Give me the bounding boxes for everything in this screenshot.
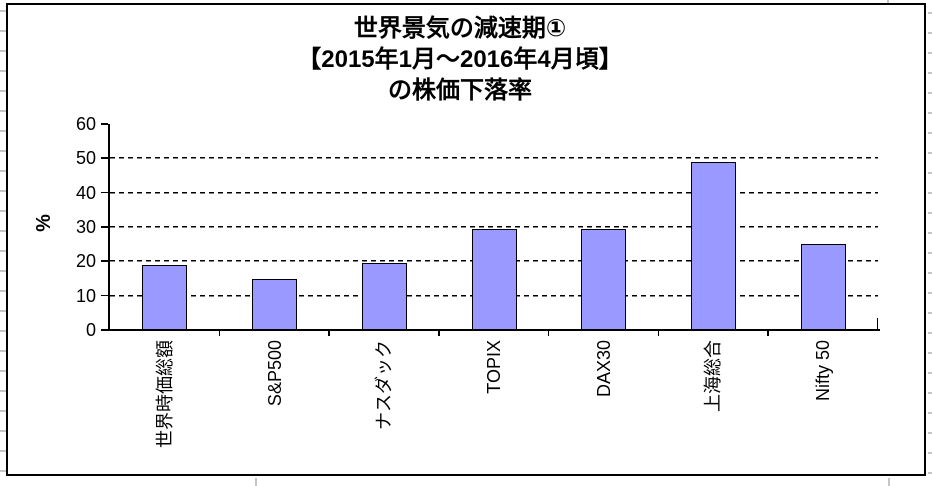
- worksheet-row-stub-right: [927, 172, 932, 174]
- worksheet-row-stub-left: [0, 130, 6, 132]
- bar-7[interactable]: [800, 244, 846, 330]
- worksheet-row-stub-right: [927, 472, 932, 474]
- worksheet-row-stub-right: [927, 372, 932, 374]
- worksheet-row-stub-left: [0, 270, 6, 272]
- worksheet-row-stub-right: [927, 52, 932, 54]
- x-axis-label-5: DAX30: [593, 340, 614, 398]
- x-axis-line: [108, 329, 880, 331]
- worksheet-row-stub-right: [927, 412, 932, 414]
- x-tick-6: [767, 330, 769, 336]
- worksheet-row-stub-right: [927, 112, 932, 114]
- y-axis-line: [108, 124, 110, 330]
- y-tick-label-40: 40: [75, 182, 96, 203]
- x-axis-label-2: S&P500: [264, 340, 285, 407]
- worksheet-row-stub-right: [927, 252, 932, 254]
- worksheet-row-stub-left: [0, 330, 6, 332]
- worksheet-row-stub-right: [927, 32, 932, 34]
- worksheet-row-stub-left: [0, 50, 6, 52]
- chart-title-line-2: 【2015年1月～2016年4月頃】: [297, 46, 623, 73]
- worksheet-row-stub-left: [0, 310, 6, 312]
- x-axis-label-7: Nifty 50: [813, 340, 834, 402]
- worksheet-col-stub-bottom: [888, 477, 890, 486]
- chart-title-line-3: の株価下落率: [388, 77, 532, 104]
- worksheet-row-stub-left: [0, 450, 6, 452]
- x-axis-label-4: TOPIX: [484, 340, 504, 394]
- bar-4[interactable]: [471, 228, 517, 330]
- worksheet-row-stub-right: [927, 192, 932, 194]
- worksheet-row-stub-right: [927, 452, 932, 454]
- x-axis-end-tick: [876, 318, 878, 330]
- worksheet-row-stub-right: [927, 392, 932, 394]
- worksheet-row-stub-right: [927, 232, 932, 234]
- worksheet-row-stub-left: [0, 370, 6, 372]
- y-tick-label-60: 60: [75, 114, 96, 134]
- y-tick-label-20: 20: [75, 251, 96, 272]
- worksheet-row-stub-right: [927, 272, 932, 274]
- bar-6[interactable]: [690, 161, 736, 330]
- worksheet-row-stub-left: [0, 90, 6, 92]
- worksheet-row-stub-left: [0, 70, 6, 72]
- y-tick-20: [101, 260, 108, 262]
- worksheet-row-stub-left: [0, 250, 6, 252]
- worksheet-col-stub-top: [887, 0, 889, 3]
- worksheet-row-stub-left: [0, 230, 6, 232]
- y-tick-50: [101, 157, 108, 159]
- x-tick-2: [328, 330, 330, 336]
- worksheet-row-stub-left: [0, 470, 6, 472]
- x-axis-label-1: 世界時価総額: [154, 340, 175, 448]
- worksheet-row-stub-left: [0, 190, 6, 192]
- gridline-50: [110, 157, 878, 160]
- worksheet-row-stub-right: [927, 332, 932, 334]
- chart-title: 世界景気の減速期① 【2015年1月～2016年4月頃】 の株価下落率: [0, 13, 920, 106]
- worksheet-row-stub-right: [927, 432, 932, 434]
- worksheet-row-stub-right: [927, 312, 932, 314]
- worksheet-row-stub-right: [927, 72, 932, 74]
- x-axis-label-3: ナスダック: [374, 340, 395, 430]
- gridline-30: [110, 226, 878, 228]
- bar-2[interactable]: [252, 278, 298, 330]
- worksheet-row-stub-right: [927, 212, 932, 214]
- y-tick-60: [101, 123, 108, 125]
- worksheet-row-stub-left: [0, 210, 6, 212]
- worksheet-row-stub-right: [927, 132, 932, 134]
- gridline-40: [110, 191, 878, 194]
- worksheet-row-stub-right: [927, 152, 932, 154]
- y-axis-title: %: [33, 214, 55, 232]
- worksheet-row-stub-right: [927, 292, 932, 294]
- y-tick-label-50: 50: [75, 148, 96, 169]
- worksheet-row-stub-left: [0, 410, 6, 412]
- worksheet-row-stub-left: [0, 170, 6, 172]
- y-tick-0: [101, 329, 108, 331]
- worksheet-row-stub-left: [0, 150, 6, 152]
- worksheet-row-stub-left: [0, 110, 6, 112]
- x-tick-5: [657, 330, 660, 336]
- bar-5[interactable]: [581, 228, 627, 330]
- worksheet-row-stub-left: [0, 430, 6, 432]
- bar-3[interactable]: [361, 263, 407, 330]
- y-tick-10: [101, 294, 108, 297]
- worksheet-row-stub-right: [927, 12, 932, 14]
- worksheet-row-stub-right: [927, 352, 932, 354]
- y-tick-40: [101, 191, 108, 194]
- x-tick-4: [547, 330, 550, 336]
- x-tick-1: [218, 330, 221, 336]
- worksheet-row-stub-left: [0, 30, 6, 32]
- worksheet-row-stub-left: [0, 10, 6, 12]
- y-tick-label-10: 10: [75, 285, 96, 306]
- worksheet-row-stub-right: [927, 92, 932, 94]
- chart-title-line-1: 世界景気の減速期①: [353, 15, 567, 42]
- x-tick-3: [438, 330, 440, 336]
- y-tick-label-30: 30: [75, 217, 96, 237]
- worksheet-row-stub-left: [0, 350, 6, 352]
- bar-1[interactable]: [142, 264, 188, 330]
- x-axis-label-6: 上海総合: [703, 340, 724, 412]
- worksheet-col-stub-bottom: [255, 477, 257, 486]
- worksheet-row-stub-left: [0, 390, 6, 392]
- worksheet-row-stub-left: [0, 290, 6, 292]
- y-tick-30: [101, 226, 108, 228]
- y-tick-label-0: 0: [85, 320, 96, 340]
